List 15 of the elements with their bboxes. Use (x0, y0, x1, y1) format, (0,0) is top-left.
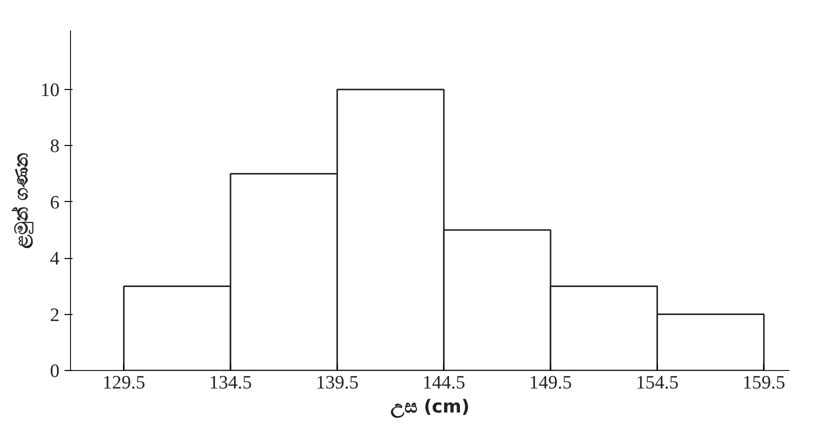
y-axis-title: ළමුන් ගණන (10, 152, 34, 249)
y-tick-label: 10 (40, 80, 60, 102)
x-tick-label: 154.5 (636, 372, 679, 394)
x-tick-label: 134.5 (209, 372, 252, 394)
y-tick-label: 6 (50, 192, 60, 214)
x-tick-label: 139.5 (316, 372, 359, 394)
x-tick-label: 144.5 (422, 372, 466, 394)
y-tick-label: 8 (50, 136, 60, 158)
y-tick-label: 4 (50, 248, 60, 270)
x-tick-label: 149.5 (529, 372, 572, 394)
y-tick-label: 2 (50, 304, 60, 326)
x-tick-label: 129.5 (102, 372, 146, 394)
y-tick-label: 0 (50, 361, 60, 382)
x-axis-title: උස (cm) (390, 396, 470, 418)
x-tick-label: 159.5 (742, 372, 786, 394)
